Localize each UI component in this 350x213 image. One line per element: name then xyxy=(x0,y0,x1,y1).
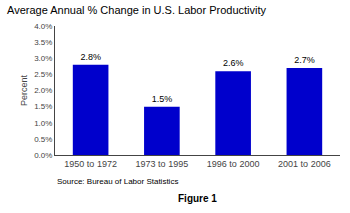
svg-text:1.5%: 1.5% xyxy=(152,94,173,104)
svg-text:2001 to 2006: 2001 to 2006 xyxy=(278,159,331,169)
svg-text:2.8%: 2.8% xyxy=(80,52,101,62)
svg-text:1.5%: 1.5% xyxy=(34,102,52,111)
svg-text:Source: Bureau of Labor Statis: Source: Bureau of Labor Statistics xyxy=(57,177,178,186)
svg-text:3.0%: 3.0% xyxy=(34,54,52,63)
svg-text:2.7%: 2.7% xyxy=(294,55,315,65)
svg-text:2.5%: 2.5% xyxy=(34,70,52,79)
svg-text:1950 to 1972: 1950 to 1972 xyxy=(64,159,117,169)
svg-text:1973 to 1995: 1973 to 1995 xyxy=(136,159,189,169)
svg-text:Average Annual % Change in U.S: Average Annual % Change in U.S. Labor Pr… xyxy=(7,4,267,16)
svg-text:1.0%: 1.0% xyxy=(34,119,52,128)
svg-text:3.5%: 3.5% xyxy=(34,38,52,47)
svg-text:0.5%: 0.5% xyxy=(34,135,52,144)
svg-text:1996 to 2000: 1996 to 2000 xyxy=(207,159,260,169)
svg-text:0.0%: 0.0% xyxy=(34,151,52,160)
svg-text:2.6%: 2.6% xyxy=(223,58,244,68)
svg-text:Percent: Percent xyxy=(19,74,29,106)
svg-text:4.0%: 4.0% xyxy=(34,22,52,31)
svg-text:2.0%: 2.0% xyxy=(34,86,52,95)
svg-text:Figure 1: Figure 1 xyxy=(178,193,217,204)
